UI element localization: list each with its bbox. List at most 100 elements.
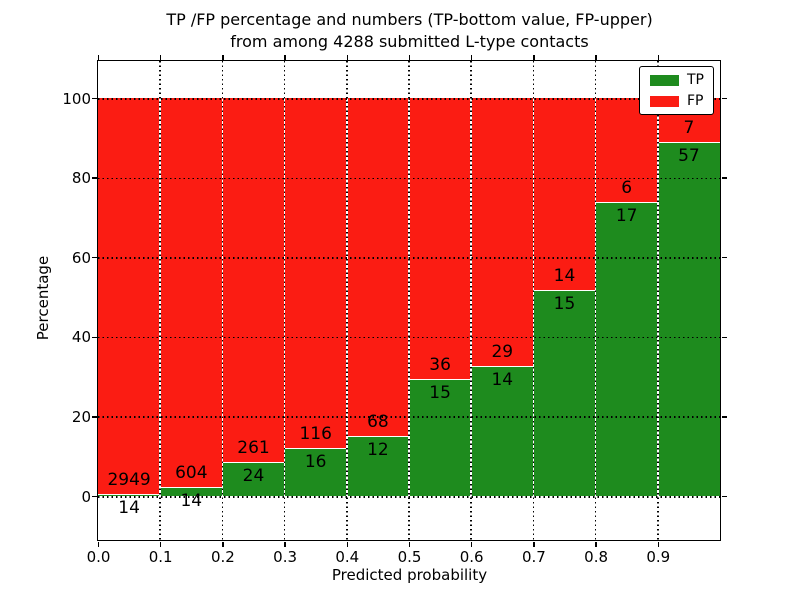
- y-tick-label: 100: [62, 89, 91, 108]
- y-tick: [92, 336, 97, 339]
- x-tick: [159, 542, 162, 547]
- x-gridline: [657, 61, 659, 540]
- bar-label-fp: 6: [621, 177, 633, 198]
- x-tick-top: [533, 55, 535, 60]
- x-tick: [470, 542, 473, 547]
- y-tick-label: 60: [71, 248, 91, 267]
- x-tick-top: [97, 55, 100, 60]
- legend-item: TP: [650, 73, 704, 87]
- bar-label-tp: 16: [304, 451, 327, 472]
- bar-label-fp: 29: [491, 342, 514, 363]
- bar-label-fp: 604: [175, 462, 208, 483]
- x-gridline: [221, 61, 224, 540]
- x-gridline: [408, 61, 410, 540]
- bar-segment-fp: [471, 98, 534, 367]
- bar-label-tp: 14: [118, 498, 140, 519]
- bar-segment-fp: [346, 98, 409, 437]
- x-tick: [222, 542, 224, 547]
- legend-item: FP: [650, 94, 704, 108]
- bar-segment-fp: [222, 98, 285, 463]
- x-tick-top: [222, 55, 224, 60]
- x-tick: [595, 542, 597, 547]
- y-axis-label: Percentage: [34, 255, 52, 341]
- x-tick-label: 0.0: [86, 548, 111, 566]
- x-tick: [533, 542, 535, 547]
- bar-segment-tp: [657, 141, 720, 496]
- y-tick: [92, 416, 97, 418]
- x-gridline: [470, 61, 472, 540]
- bar-label-tp: 14: [491, 370, 514, 391]
- x-tick: [97, 542, 100, 547]
- x-tick-top: [159, 55, 162, 60]
- x-tick-label: 0.9: [646, 548, 671, 566]
- x-gridline: [594, 61, 597, 540]
- bar-label-tp: 57: [678, 145, 700, 166]
- bar-label-fp: 14: [553, 266, 576, 287]
- bar-segment-fp: [409, 98, 472, 379]
- x-tick-top: [346, 55, 349, 60]
- bar-label-fp: 2949: [107, 470, 151, 491]
- bar-segment-tp: [533, 290, 596, 496]
- bar-label-tp: 15: [429, 382, 451, 403]
- y-tick-label: 80: [71, 169, 91, 188]
- plot-area: 2949 14 604 14 261 24 116 16 68 12 36 15 29 14 14 15 6 17…: [97, 60, 721, 541]
- x-tick: [346, 542, 349, 547]
- x-tick-label: 0.2: [210, 548, 235, 566]
- x-tick-top: [595, 55, 597, 60]
- x-tick: [657, 542, 660, 547]
- bar-label-tp: 24: [242, 466, 265, 487]
- bar-label-fp: 116: [299, 423, 332, 444]
- bar-segment-fp: [595, 98, 658, 202]
- legend-swatch: [650, 95, 679, 107]
- bar-segment-fp: [160, 98, 223, 487]
- x-tick-label: 0.5: [397, 548, 422, 566]
- bar-segment-tp: [98, 494, 161, 496]
- y-tick-right: [721, 177, 727, 179]
- y-tick-right: [721, 256, 727, 259]
- y-tick-right: [721, 97, 727, 100]
- x-tick-label: 0.8: [584, 548, 609, 566]
- chart-title: TP /FP percentage and numbers (TP-bottom…: [97, 9, 722, 53]
- x-tick-label: 0.7: [521, 548, 546, 566]
- y-gridline: [98, 257, 720, 259]
- x-tick-label: 0.1: [148, 548, 173, 566]
- legend: TP FP: [639, 66, 714, 115]
- x-tick: [408, 542, 411, 547]
- y-gridline: [98, 336, 720, 339]
- y-tick: [92, 97, 97, 100]
- bar-segment-fp: [98, 98, 161, 495]
- y-tick-right: [721, 416, 727, 418]
- legend-label: TP: [687, 72, 704, 88]
- x-tick-top: [408, 55, 411, 60]
- bar-label-tp: 17: [615, 205, 638, 226]
- x-gridline: [532, 61, 535, 540]
- x-tick: [284, 542, 286, 547]
- bar-label-tp: 15: [553, 294, 576, 315]
- y-tick-label: 20: [71, 407, 91, 426]
- bar-label-tp: 12: [367, 440, 389, 461]
- x-tick-label: 0.6: [459, 548, 484, 566]
- chart-title-line1: TP /FP percentage and numbers (TP-bottom…: [166, 10, 653, 29]
- bar-label-fp: 261: [237, 438, 270, 459]
- y-gridline: [98, 177, 720, 180]
- x-tick-label: 0.4: [335, 548, 360, 566]
- bar-segment-tp: [346, 436, 409, 496]
- legend-label: FP: [687, 93, 704, 109]
- bar-label-fp: 7: [683, 117, 695, 138]
- bar-segment-tp: [471, 366, 534, 496]
- bar-label-tp: 14: [180, 490, 203, 511]
- x-tick-top: [284, 55, 286, 60]
- bar-segment-tp: [160, 486, 223, 496]
- y-gridline: [98, 98, 720, 100]
- bar-segment-fp: [284, 98, 347, 448]
- bar-label-fp: 36: [429, 354, 451, 375]
- bar-segment-tp: [284, 447, 347, 496]
- x-tick-top: [657, 55, 660, 60]
- chart-title-line2: from among 4288 submitted L-type contact…: [230, 32, 589, 51]
- legend-swatch: [650, 74, 679, 86]
- bar-segment-fp: [533, 98, 596, 291]
- y-tick: [92, 177, 97, 179]
- x-axis-label: Predicted probability: [331, 566, 488, 584]
- x-gridline: [346, 61, 348, 540]
